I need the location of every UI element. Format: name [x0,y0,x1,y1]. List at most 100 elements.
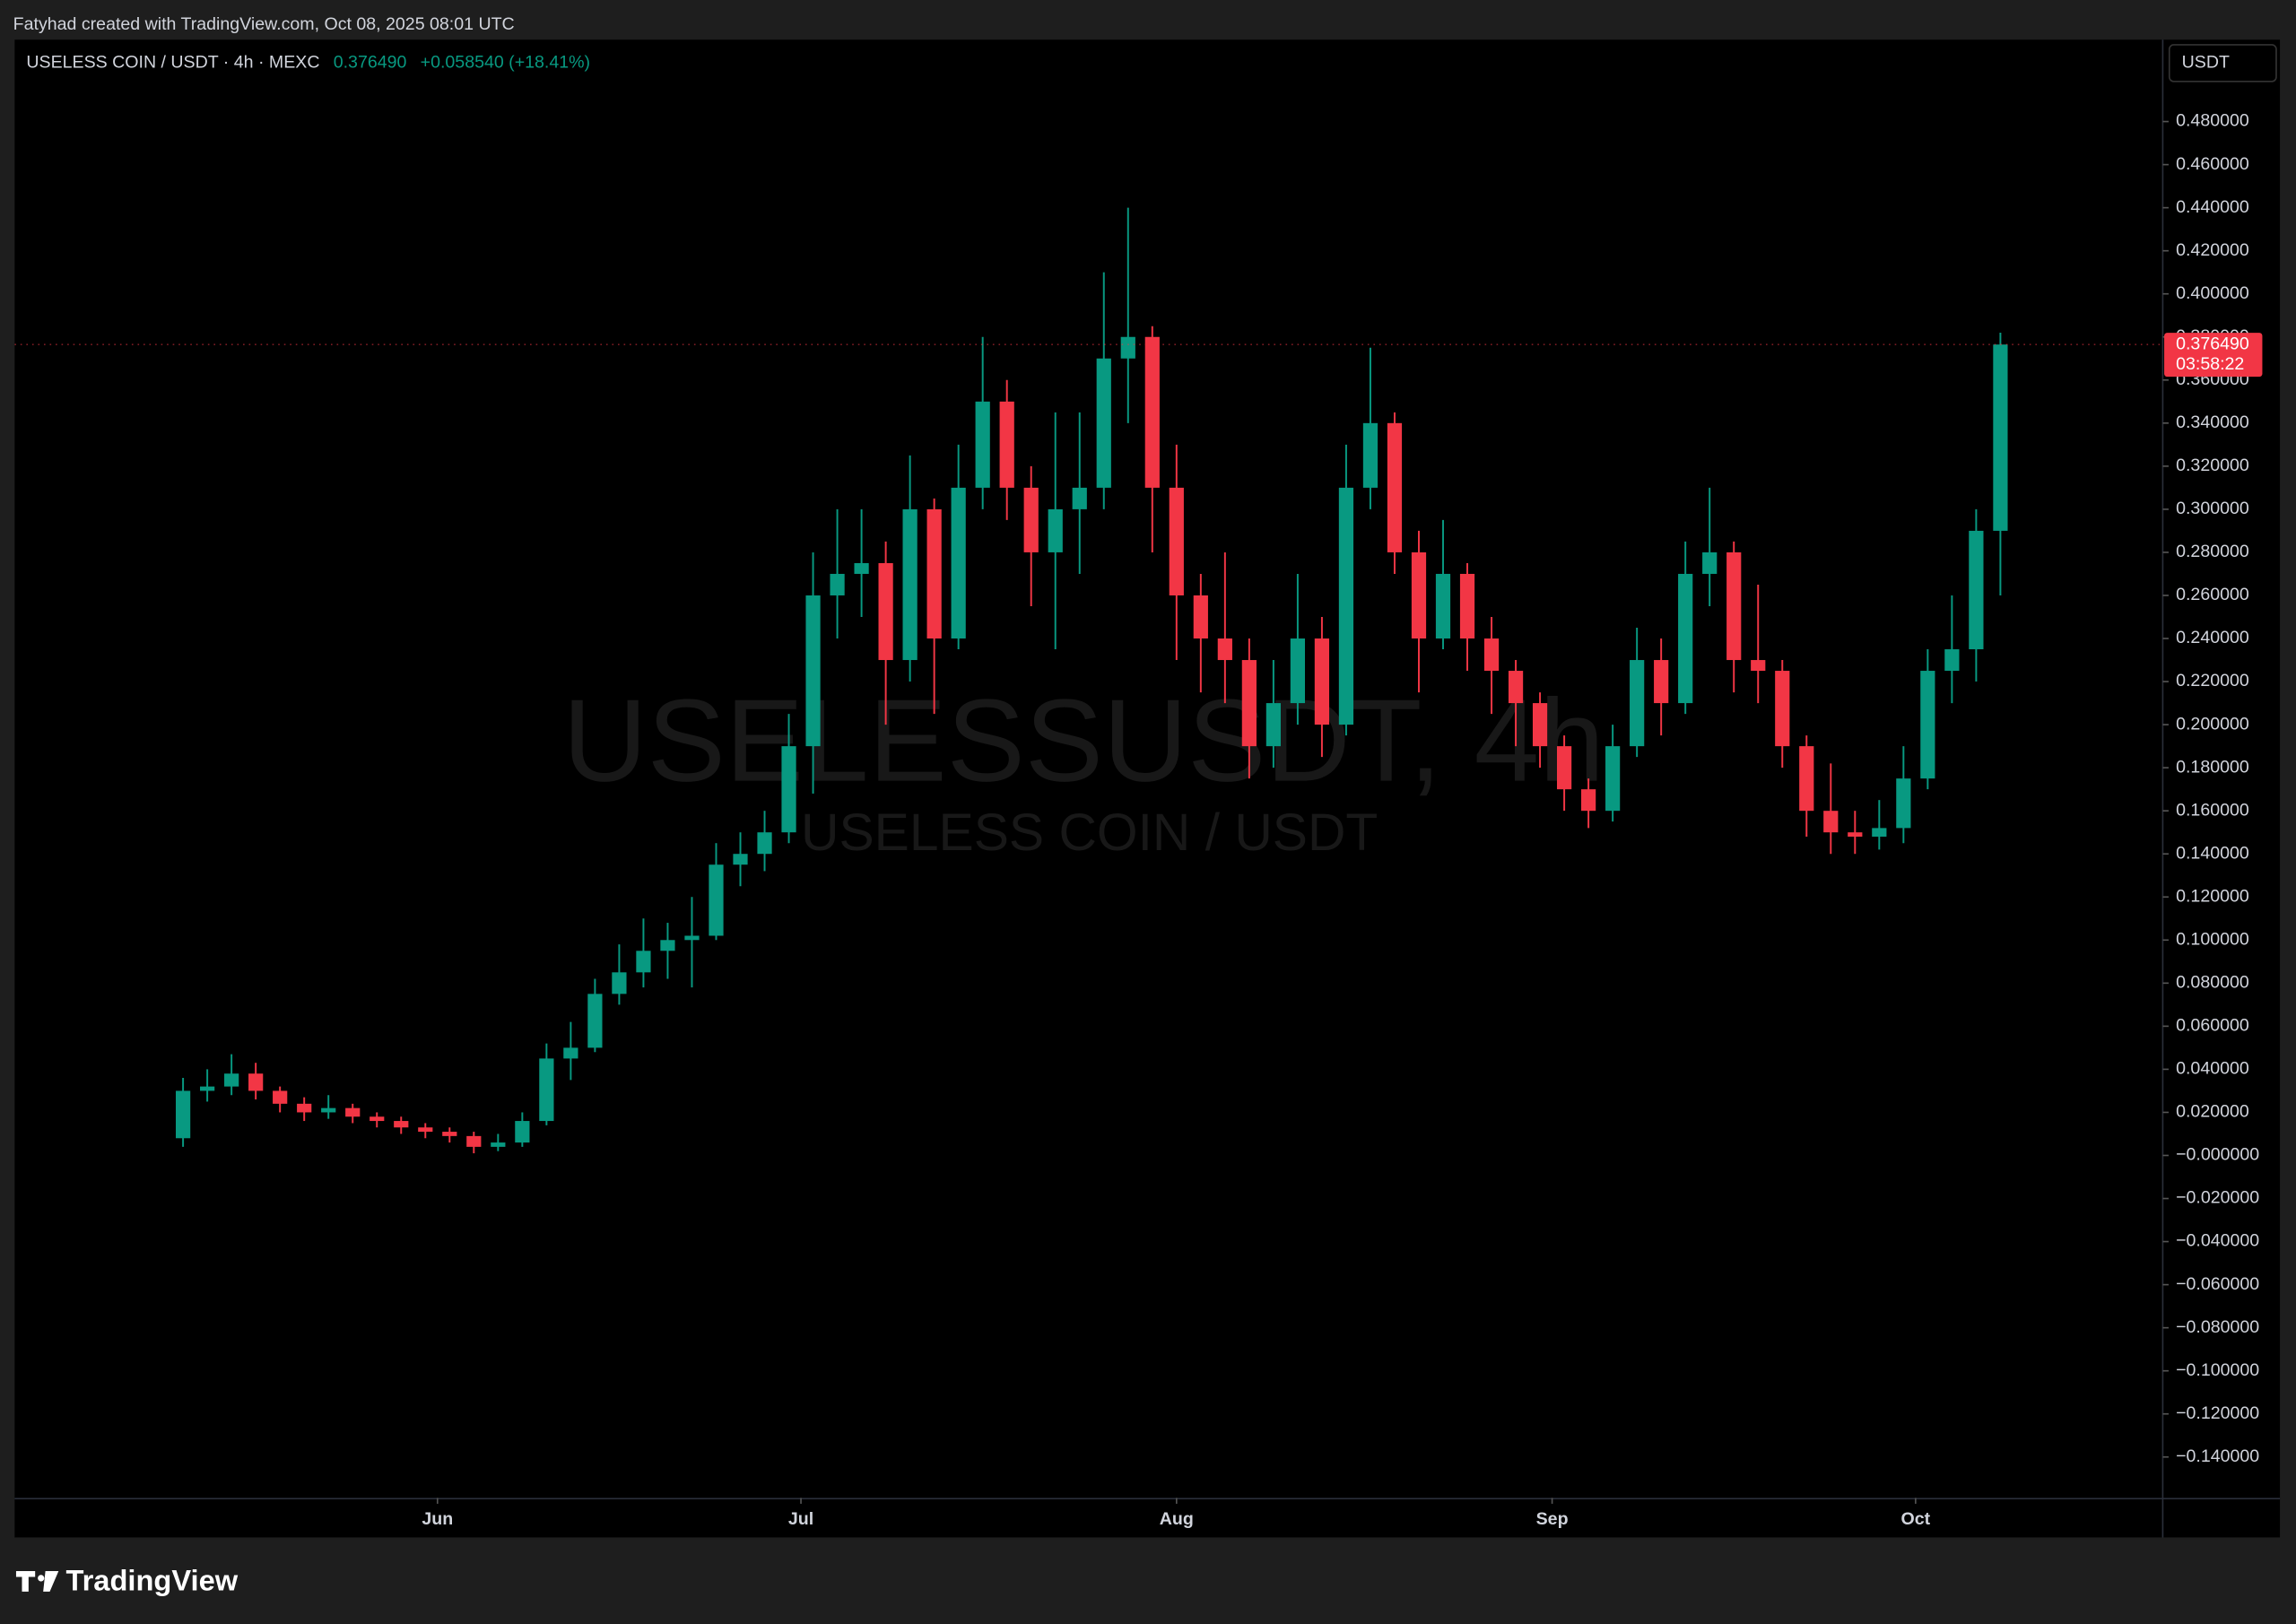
candle-body [1362,422,1378,488]
x-tick-label: Jun [422,1509,453,1529]
y-tick-label: 0.100000 [2176,929,2249,949]
candle-body [273,1090,288,1104]
y-tick-label: 0.140000 [2176,843,2249,863]
candle-body [200,1086,215,1091]
currency-label[interactable]: USDT [2182,53,2230,73]
y-tick-label: 0.440000 [2176,197,2249,217]
candle-body [1944,649,1960,672]
candle-body [394,1121,409,1128]
logo: TradingView [15,1564,239,1597]
x-tick-label: Sep [1536,1509,1569,1529]
candle-body [1969,530,1984,650]
candle-body [1072,487,1087,509]
candle-body [975,401,990,488]
legend-symbol: USELESS COIN / USDT · 4h · MEXC [26,53,319,73]
candle-body [1751,660,1766,672]
y-tick-label: 0.320000 [2176,456,2249,475]
candle-body [830,573,845,595]
y-tick-label: 0.180000 [2176,757,2249,777]
candle-body [370,1116,385,1122]
candle-body [491,1142,506,1147]
y-tick-label: 0.280000 [2176,542,2249,561]
y-tick-label: 0.480000 [2176,111,2249,131]
candle-body [902,508,918,661]
candle-body [757,832,772,855]
candle-body [1169,487,1184,595]
candle-body [1726,551,1742,661]
candle-body [418,1127,433,1133]
candle-body [1848,832,1863,837]
currency-button[interactable] [2168,44,2277,83]
candle-body [466,1135,482,1147]
candle-body [321,1107,336,1113]
y-tick-label: −0.000000 [2176,1145,2259,1165]
candle-body [224,1073,239,1087]
watermark: USELESSUSDT, 4h [562,675,1604,806]
candle-body [1532,703,1548,747]
candle-body [684,935,700,941]
y-tick-label: −0.020000 [2176,1188,2259,1208]
candle-body [926,508,942,639]
candle-body [1048,508,1063,552]
candle-body [1556,746,1572,790]
y-tick-label: 0.460000 [2176,154,2249,174]
x-tick-label: Aug [1160,1509,1194,1529]
y-tick-label: 0.020000 [2176,1102,2249,1122]
candle-body [854,562,869,574]
y-tick-label: −0.080000 [2176,1317,2259,1337]
candle-body [1775,671,1790,747]
candle-body [1508,671,1524,704]
candle-body [781,746,796,833]
candle-body [612,972,627,994]
y-tick-label: 0.340000 [2176,413,2249,432]
y-tick-label: 0.120000 [2176,886,2249,906]
candle-body [1435,573,1451,639]
x-tick-label: Oct [1901,1509,1931,1529]
candle-body [1654,660,1669,704]
candle-body [563,1047,578,1059]
candle-body [345,1107,361,1117]
y-tick-label: 0.200000 [2176,714,2249,734]
y-tick-label: 0.060000 [2176,1016,2249,1036]
y-tick-label: −0.040000 [2176,1231,2259,1251]
candle-body [1290,638,1306,704]
logo-icon [15,1571,59,1592]
legend-change: +0.058540 (+18.41%) [421,53,590,73]
candle-body [539,1058,554,1122]
candle-body [1120,336,1135,359]
candle-body [1314,638,1330,725]
watermark-subtitle: USELESS COIN / USDT [801,803,1378,862]
candle-body [175,1090,191,1139]
candle-body [1702,551,1718,574]
y-tick-label: 0.260000 [2176,585,2249,604]
y-tick-label: 0.240000 [2176,628,2249,647]
last-price-label: 0.376490 [2176,334,2249,353]
candle-body [1193,595,1208,639]
candle-body [1678,573,1693,704]
candle-body [1241,660,1257,747]
logo-text: TradingView [65,1564,238,1597]
candle-body [1581,789,1596,812]
candle-body [1096,358,1111,488]
countdown-label: 03:58:22 [2176,354,2244,374]
candle-body [1483,638,1500,672]
last-price-tag [2164,333,2263,378]
candle-body [709,864,724,936]
candle-body [636,951,651,973]
candle-body [1023,487,1039,552]
y-tick-label: 0.080000 [2176,973,2249,993]
candle-body [1217,638,1232,661]
y-tick-label: −0.100000 [2176,1360,2259,1380]
candle-body [999,401,1014,488]
candle-body [1630,660,1645,747]
y-tick-label: 0.300000 [2176,499,2249,518]
candle-body [587,994,603,1048]
candle-body [1920,671,1935,779]
candle-body [951,487,966,639]
candle-body [248,1073,264,1091]
candle-body [1896,778,1911,829]
candle-body [1799,746,1814,812]
candle-body [297,1103,312,1113]
